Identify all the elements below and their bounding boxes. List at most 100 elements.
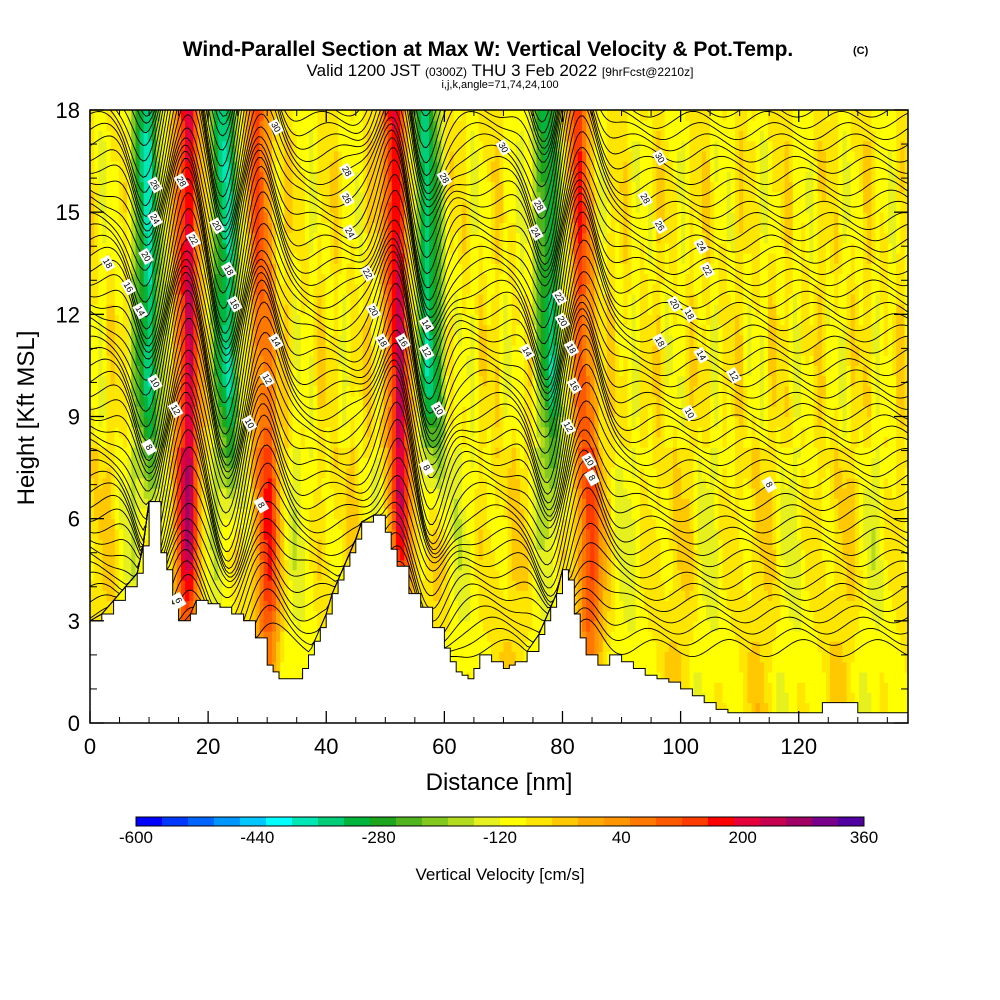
velocity-cell [135, 477, 141, 489]
velocity-cell [371, 436, 376, 448]
velocity-cell [387, 365, 393, 377]
velocity-cell [98, 406, 103, 418]
velocity-cell [152, 191, 157, 203]
velocity-cell [230, 242, 236, 254]
velocity-cell [251, 293, 256, 305]
velocity-cell [420, 436, 426, 448]
velocity-cell [110, 590, 116, 601]
velocity-cell [391, 436, 397, 448]
velocity-cell [98, 528, 103, 540]
velocity-cell [284, 120, 289, 131]
velocity-cell [367, 253, 372, 264]
velocity-cell [296, 539, 302, 550]
velocity-cell [172, 580, 178, 591]
velocity-cell [218, 385, 223, 397]
velocity-cell [313, 426, 318, 438]
velocity-cell [329, 416, 335, 428]
velocity-cell [350, 150, 356, 162]
velocity-cell [276, 212, 281, 223]
velocity-cell [400, 498, 405, 509]
velocity-cell [143, 396, 149, 407]
velocity-cell [350, 171, 356, 183]
velocity-cell [209, 263, 215, 274]
velocity-cell [98, 549, 103, 561]
velocity-cell [98, 120, 103, 131]
velocity-cell [185, 426, 190, 438]
velocity-cell [367, 477, 372, 489]
velocity-cell [110, 314, 116, 326]
velocity-cell [383, 273, 389, 285]
velocity-cell [395, 304, 401, 315]
velocity-cell [152, 283, 157, 295]
velocity-cell [259, 406, 265, 418]
velocity-cell [404, 314, 409, 326]
velocity-cell [172, 273, 178, 285]
velocity-cell [309, 385, 314, 397]
velocity-cell [259, 365, 265, 377]
velocity-cell [350, 518, 356, 530]
velocity-cell [90, 130, 95, 142]
velocity-cell [205, 569, 211, 581]
velocity-cell [325, 590, 331, 601]
velocity-cell [94, 385, 99, 397]
velocity-cell [412, 396, 418, 407]
velocity-cell [152, 426, 157, 438]
velocity-cell [156, 365, 161, 377]
velocity-cell [168, 140, 174, 152]
velocity-cell [288, 518, 294, 530]
velocity-cell [234, 559, 240, 571]
velocity-cell [234, 324, 240, 336]
velocity-cell [309, 314, 314, 326]
velocity-cell [354, 150, 360, 162]
velocity-cell [371, 222, 376, 234]
velocity-cell [156, 447, 161, 458]
velocity-cell [305, 242, 310, 254]
velocity-cell [106, 559, 112, 571]
velocity-cell [98, 304, 103, 315]
velocity-cell [205, 242, 211, 254]
velocity-cell [429, 171, 434, 183]
velocity-cell [189, 110, 194, 121]
velocity-cell [342, 120, 347, 131]
velocity-cell [424, 222, 430, 234]
velocity-cell [160, 273, 165, 285]
velocity-cell [189, 201, 194, 213]
velocity-cell [300, 651, 306, 663]
velocity-cell [193, 375, 199, 387]
velocity-cell [172, 539, 178, 550]
velocity-cell [118, 457, 124, 469]
velocity-cell [387, 457, 393, 469]
velocity-cell [114, 539, 120, 550]
velocity-cell [131, 161, 136, 172]
velocity-cell [189, 488, 194, 499]
velocity-cell [90, 365, 95, 377]
velocity-cell [147, 324, 153, 336]
velocity-cell [193, 130, 199, 142]
velocity-cell [342, 365, 347, 377]
velocity-cell [404, 212, 409, 223]
velocity-cell [110, 273, 116, 285]
velocity-cell [110, 549, 116, 561]
velocity-cell [106, 304, 112, 315]
velocity-cell [185, 396, 190, 407]
velocity-cell [263, 273, 269, 285]
velocity-cell [292, 365, 298, 377]
velocity-cell [367, 293, 372, 305]
velocity-cell [284, 201, 289, 213]
velocity-cell [408, 518, 413, 530]
velocity-cell [181, 150, 186, 162]
velocity-cell [276, 651, 281, 663]
velocity-cell [110, 140, 116, 152]
velocity-cell [118, 232, 124, 244]
velocity-cell [176, 375, 182, 387]
velocity-cell [362, 191, 368, 203]
velocity-cell [102, 324, 108, 336]
velocity-cell [147, 396, 153, 407]
velocity-cell [296, 150, 302, 162]
velocity-cell [172, 212, 178, 223]
velocity-cell [247, 161, 252, 172]
velocity-cell [214, 293, 219, 305]
velocity-cell [362, 171, 368, 183]
velocity-cell [367, 150, 372, 162]
velocity-cell [391, 488, 397, 499]
